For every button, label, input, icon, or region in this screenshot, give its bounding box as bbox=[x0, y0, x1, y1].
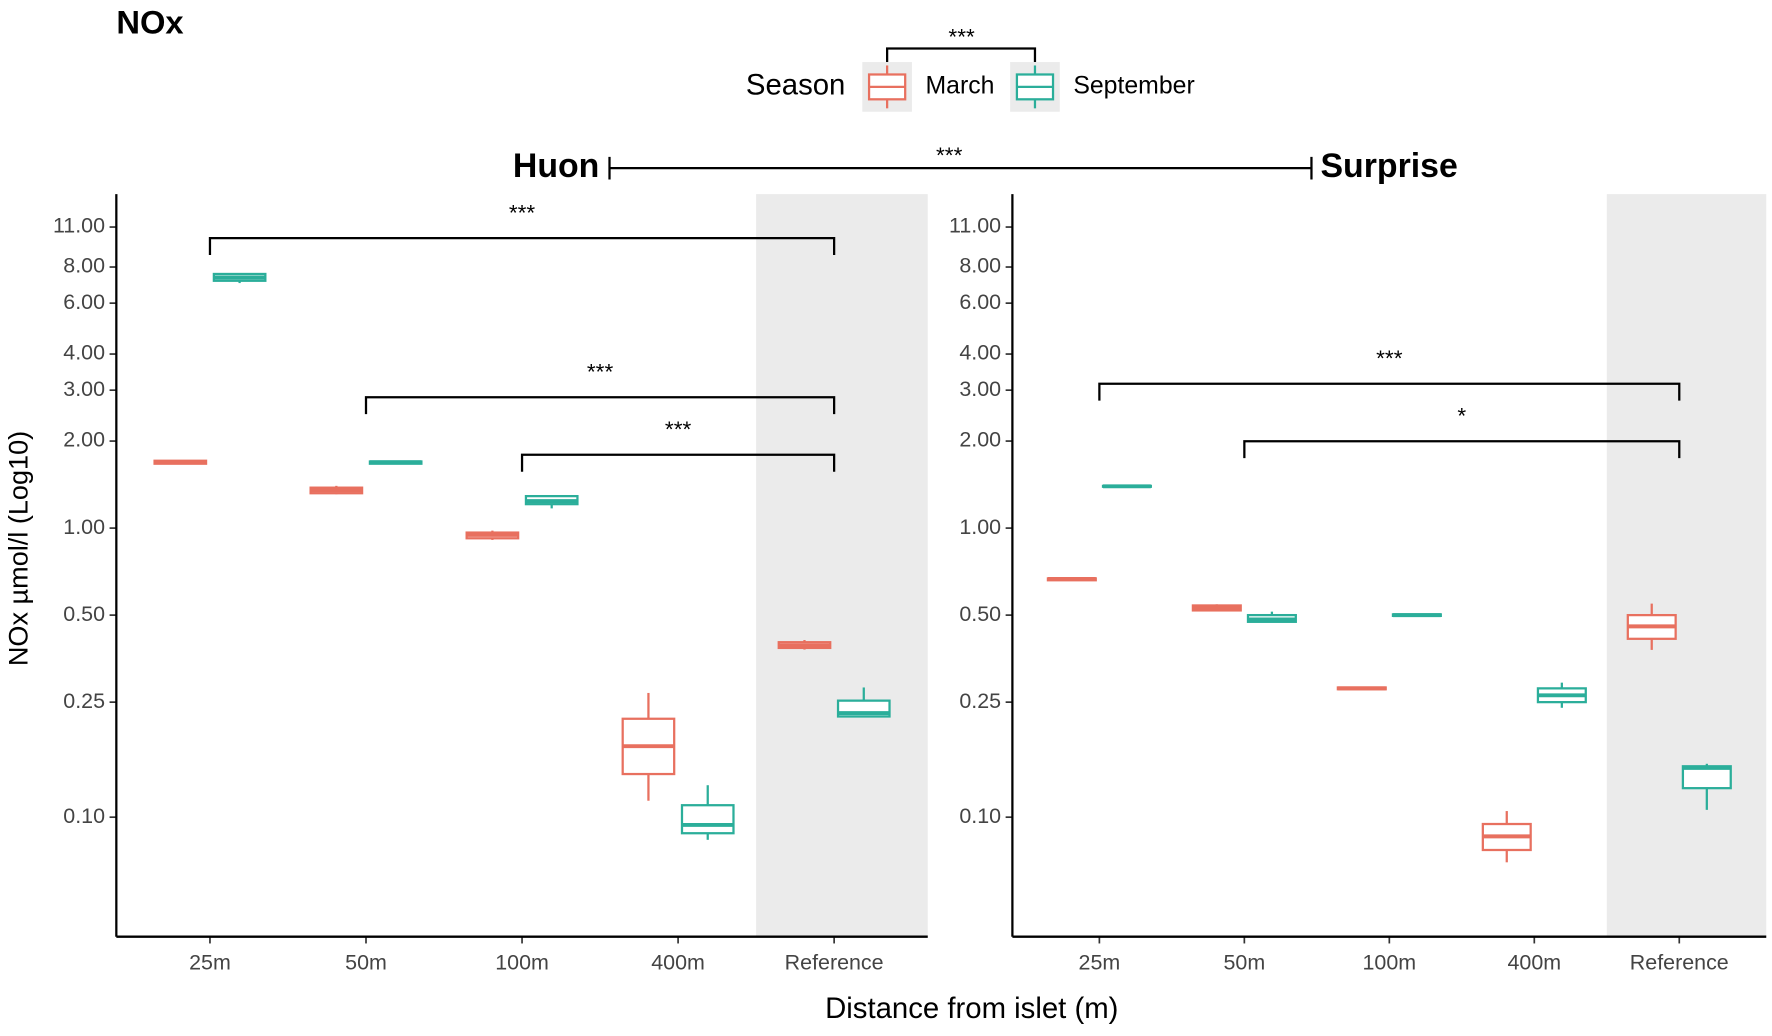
x-tick-label: 50m bbox=[345, 950, 387, 974]
y-tick-label: 0.10 bbox=[63, 804, 105, 828]
significance-bracket bbox=[208, 236, 836, 256]
y-tick-label: 4.00 bbox=[63, 341, 105, 365]
y-tick-label: 1.00 bbox=[959, 515, 1001, 539]
y-tick-label: 0.25 bbox=[959, 689, 1001, 713]
x-tick-label: 50m bbox=[1224, 950, 1266, 974]
panel-title: Surprise bbox=[1320, 147, 1457, 185]
x-tick-label: Reference bbox=[785, 950, 884, 974]
x-tick-label: 100m bbox=[495, 950, 549, 974]
x-tick-label: 25m bbox=[189, 950, 231, 974]
y-tick-label: 0.50 bbox=[959, 602, 1001, 626]
legend-label: September bbox=[1073, 72, 1194, 99]
season-significance: *** bbox=[948, 24, 975, 49]
box bbox=[680, 804, 735, 835]
x-tick-label: 400m bbox=[1507, 950, 1561, 974]
significance-bracket bbox=[364, 396, 836, 415]
y-tick-label: 2.00 bbox=[959, 428, 1001, 452]
significance-label: *** bbox=[587, 360, 614, 385]
panel-title: Huon bbox=[513, 147, 599, 185]
y-tick-label: 2.00 bbox=[63, 428, 105, 452]
significance-bracket bbox=[1098, 382, 1681, 401]
y-tick-label: 0.25 bbox=[63, 689, 105, 713]
y-tick-label: 4.00 bbox=[959, 341, 1001, 365]
y-tick-label: 0.10 bbox=[959, 804, 1001, 828]
y-tick-label: 8.00 bbox=[63, 254, 105, 278]
y-tick-label: 8.00 bbox=[959, 254, 1001, 278]
y-tick-label: 6.00 bbox=[63, 290, 105, 314]
y-tick-label: 1.00 bbox=[63, 515, 105, 539]
y-tick-label: 0.50 bbox=[63, 602, 105, 626]
site-significance: *** bbox=[936, 143, 963, 168]
significance-label: *** bbox=[665, 417, 692, 442]
x-tick-label: Reference bbox=[1630, 950, 1729, 974]
x-axis-label: Distance from islet (m) bbox=[825, 992, 1118, 1025]
y-tick-label: 3.00 bbox=[959, 377, 1001, 401]
reference-shade bbox=[1606, 194, 1767, 937]
x-tick-label: 400m bbox=[651, 950, 705, 974]
x-tick-label: 100m bbox=[1363, 950, 1417, 974]
significance-label: * bbox=[1457, 404, 1466, 429]
significance-bracket bbox=[520, 453, 836, 472]
site-bracket bbox=[608, 156, 1313, 180]
significance-label: *** bbox=[509, 200, 536, 225]
legend-title: Season bbox=[746, 69, 845, 102]
reference-shade bbox=[756, 194, 928, 937]
figure-title: NOx bbox=[116, 3, 183, 40]
x-tick-label: 25m bbox=[1079, 950, 1121, 974]
y-tick-label: 11.00 bbox=[53, 214, 105, 238]
y-tick-label: 11.00 bbox=[949, 214, 1001, 238]
significance-bracket bbox=[1243, 440, 1681, 459]
y-tick-label: 6.00 bbox=[959, 290, 1001, 314]
significance-label: *** bbox=[1376, 346, 1403, 371]
y-axis-label: NOx µmol/l (Log10) bbox=[3, 431, 34, 666]
season-bracket bbox=[886, 47, 1037, 63]
y-tick-label: 3.00 bbox=[63, 377, 105, 401]
legend-label: March bbox=[925, 72, 994, 99]
